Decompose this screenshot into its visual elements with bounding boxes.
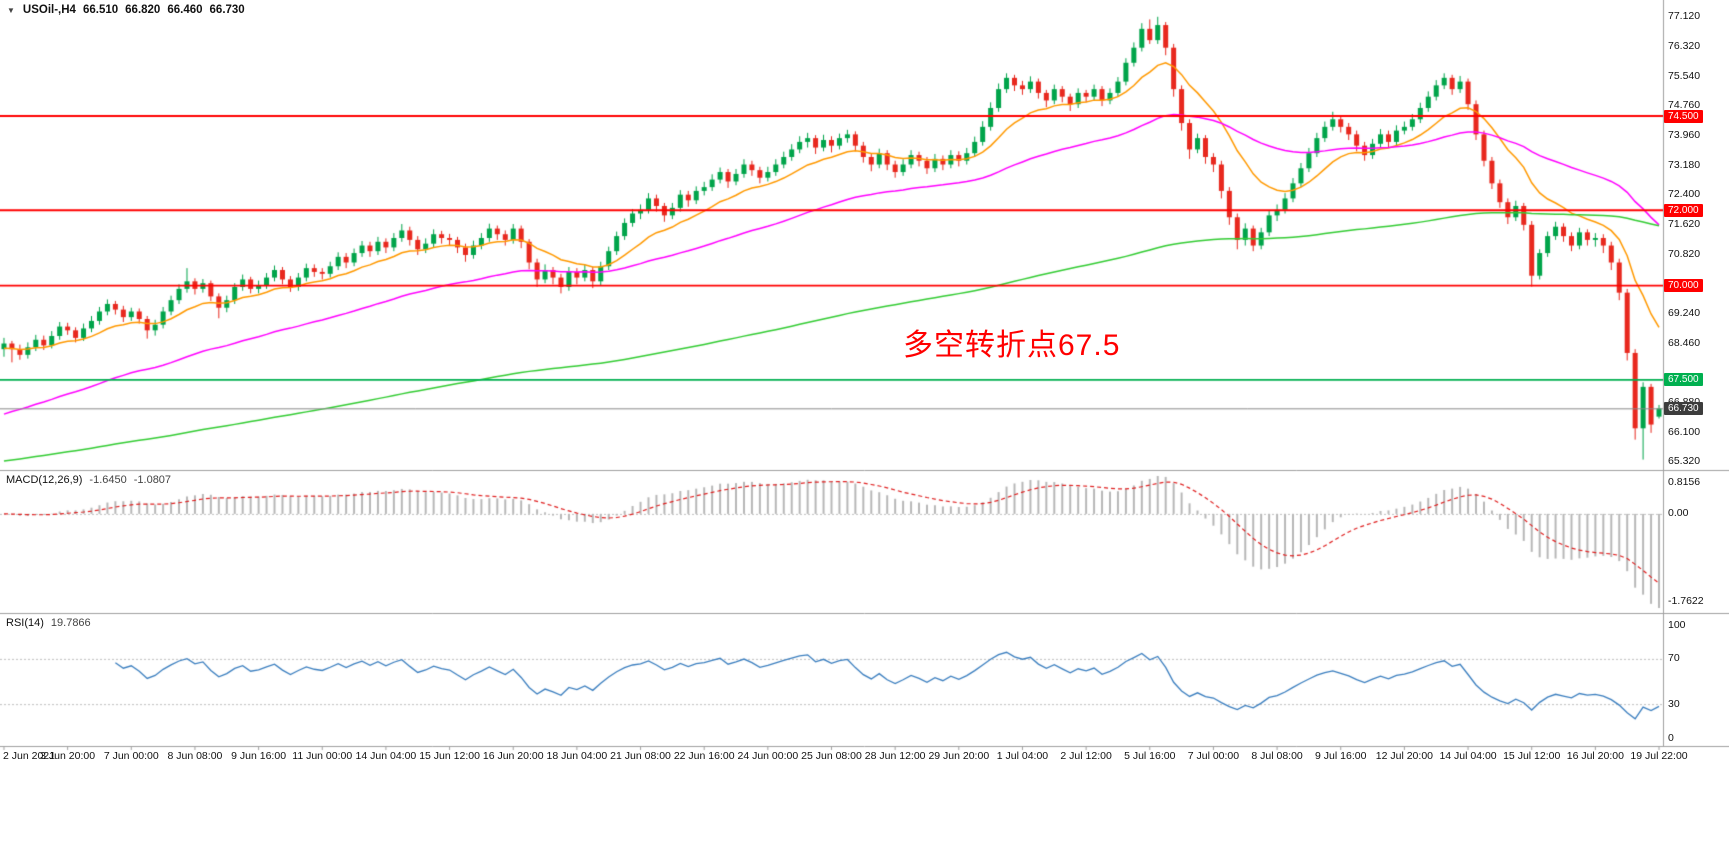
rsi-tick-label: 0 xyxy=(1668,731,1674,744)
price-tick-label: 76.320 xyxy=(1668,40,1701,53)
time-tick-label: 16 Jul 20:00 xyxy=(1566,750,1624,762)
time-tick-label: 21 Jun 08:00 xyxy=(610,750,671,762)
price-tick-label: 70.820 xyxy=(1668,247,1701,260)
rsi-tick-label: 30 xyxy=(1668,697,1680,710)
macd-tick-label: 0.8156 xyxy=(1668,476,1701,488)
price-tick-label: 77.120 xyxy=(1668,10,1701,23)
time-tick-label: 12 Jul 20:00 xyxy=(1375,750,1433,762)
time-tick-label: 2 Jun 2021 xyxy=(3,750,55,762)
time-tick-label: 9 Jul 16:00 xyxy=(1315,750,1367,762)
time-tick-label: 28 Jun 12:00 xyxy=(864,750,926,762)
time-tick-label: 7 Jul 00:00 xyxy=(1187,750,1240,762)
level-price-label: 72.000 xyxy=(1664,203,1703,217)
time-tick-label: 16 Jun 20:00 xyxy=(482,750,544,762)
time-tick-label: 3 Jun 20:00 xyxy=(40,750,96,762)
rsi-tick-label: 100 xyxy=(1668,618,1686,631)
current-price-label: 66.730 xyxy=(1664,402,1703,416)
rsi-name: RSI(14) xyxy=(6,617,44,629)
ohlc-low-value: 66.460 xyxy=(167,4,203,16)
rsi-value: 19.7866 xyxy=(50,617,91,629)
ohlc-high-value: 66.820 xyxy=(125,4,161,16)
time-tick-label: 11 Jun 00:00 xyxy=(292,750,353,762)
annotation-text: 多空转折点67.5 xyxy=(903,329,1121,362)
time-tick-label: 9 Jun 16:00 xyxy=(231,750,287,762)
time-tick-label: 18 Jun 04:00 xyxy=(546,750,608,762)
time-tick-label: 1 Jul 04:00 xyxy=(996,750,1049,762)
time-tick-label: 7 Jun 00:00 xyxy=(103,750,159,762)
price-tick-label: 65.320 xyxy=(1668,454,1701,467)
time-tick-label: 29 Jun 20:00 xyxy=(928,750,990,762)
macd-tick-label: 0.00 xyxy=(1668,506,1689,519)
time-tick-label: 8 Jul 08:00 xyxy=(1251,750,1303,762)
price-tick-label: 74.760 xyxy=(1668,99,1701,112)
price-tick-label: 73.180 xyxy=(1668,158,1701,171)
level-price-label: 70.000 xyxy=(1664,279,1703,293)
time-tick-label: 5 Jul 16:00 xyxy=(1124,750,1176,762)
time-tick-label: 8 Jun 08:00 xyxy=(167,750,223,762)
time-tick-label: 25 Jun 08:00 xyxy=(801,750,862,762)
chart-header: ▼ USOil-,H4 66.510 66.820 66.460 66.730 xyxy=(7,4,245,16)
time-tick-label: 15 Jun 12:00 xyxy=(419,750,480,762)
macd-main-value: -1.6450 xyxy=(89,474,127,486)
price-tick-label: 69.240 xyxy=(1668,307,1701,320)
rsi-indicator-label: RSI(14) 19.7866 xyxy=(6,617,91,629)
macd-tick-label: -1.7622 xyxy=(1668,595,1704,607)
level-price-label: 74.500 xyxy=(1664,109,1703,123)
time-tick-label: 19 Jul 22:00 xyxy=(1630,750,1688,762)
rsi-tick-label: 70 xyxy=(1668,652,1680,665)
price-tick-label: 75.540 xyxy=(1668,69,1701,82)
macd-name: MACD(12,26,9) xyxy=(6,474,83,486)
time-tick-label: 15 Jul 12:00 xyxy=(1503,750,1561,762)
time-tick-label: 22 Jun 16:00 xyxy=(673,750,735,762)
ohlc-open-value: 66.510 xyxy=(82,4,119,16)
macd-signal-value: -1.0807 xyxy=(133,474,172,486)
price-tick-label: 68.460 xyxy=(1668,336,1701,349)
level-price-label: 67.500 xyxy=(1664,373,1703,387)
price-tick-label: 71.620 xyxy=(1668,217,1701,230)
symbol-timeframe-label: USOil-,H4 xyxy=(22,4,76,16)
price-tick-label: 66.100 xyxy=(1668,425,1701,438)
ohlc-close-value: 66.730 xyxy=(209,4,245,16)
price-tick-label: 73.960 xyxy=(1668,129,1701,142)
macd-indicator-label: MACD(12,26,9) -1.6450 -1.0807 xyxy=(6,474,171,486)
time-tick-label: 14 Jul 04:00 xyxy=(1439,750,1497,762)
time-tick-label: 14 Jun 04:00 xyxy=(355,750,417,762)
price-tick-label: 66.880 xyxy=(1668,397,1700,408)
time-tick-label: 24 Jun 00:00 xyxy=(737,750,799,762)
price-tick-label: 72.400 xyxy=(1668,188,1701,201)
time-tick-label: 2 Jul 12:00 xyxy=(1060,750,1112,762)
symbol-dropdown-icon[interactable]: ▼ xyxy=(7,5,15,15)
